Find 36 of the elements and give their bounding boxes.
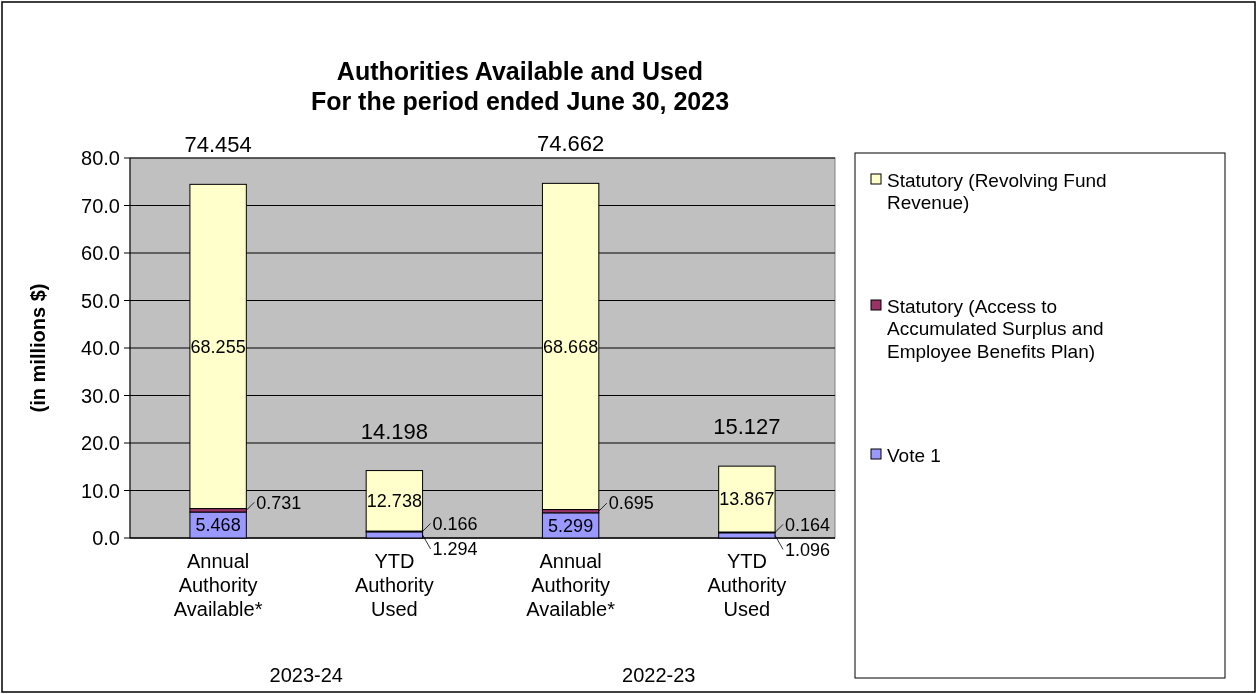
total-label: 74.662 [536, 131, 605, 157]
text: 2023-24 [269, 664, 343, 686]
x-tick-label: Annual Authority Available* [173, 550, 263, 620]
data-label: 0.164 [785, 514, 831, 535]
y-axis-title: (in millions $) [27, 283, 49, 413]
legend-label: Vote 1 [887, 444, 941, 466]
y-tick-label: 0.0 [92, 527, 120, 549]
data-label: 0.166 [432, 513, 478, 534]
y-tick-label: 70.0 [81, 194, 120, 217]
data-label: 5.468 [195, 515, 241, 536]
data-label: 5.299 [548, 515, 594, 536]
y-tick-label: 50.0 [81, 289, 120, 312]
y-tick-label: 60.0 [81, 242, 120, 264]
legend-label: Statutory (Revolving Fund Revenue) [887, 169, 1107, 214]
y-tick-label: 10.0 [81, 479, 120, 502]
data-label: 68.255 [190, 336, 246, 357]
data-label: 12.738 [366, 491, 422, 512]
x-tick-label: Annual Authority Available* [526, 550, 616, 620]
y-tick-label: 80.0 [81, 147, 120, 169]
data-label: 1.294 [432, 539, 478, 560]
y-tick-label: 40.0 [81, 337, 120, 359]
text: 2022-23 [622, 664, 696, 686]
legend-label: Statutory (Access to Accumulated Surplus and Employee Benefits Plan) [887, 295, 1104, 363]
total-label: 74.454 [184, 132, 252, 158]
data-label: 13.867 [719, 489, 775, 510]
y-tick-label: 30.0 [81, 384, 120, 407]
y-tick-label: 20.0 [81, 432, 120, 454]
x-tick-label: YTD Authority Used [707, 550, 787, 620]
total-label: 14.198 [360, 418, 429, 444]
total-label: 15.127 [713, 414, 781, 440]
data-label: 1.096 [785, 539, 831, 560]
data-label: 0.695 [608, 493, 654, 514]
x-tick-label: YTD Authority Used [354, 550, 434, 620]
chart-title: Authorities Available and Used For the period ended June 30, 2023 [310, 57, 730, 115]
data-label: 68.668 [543, 336, 599, 357]
data-label: 0.731 [256, 492, 302, 513]
